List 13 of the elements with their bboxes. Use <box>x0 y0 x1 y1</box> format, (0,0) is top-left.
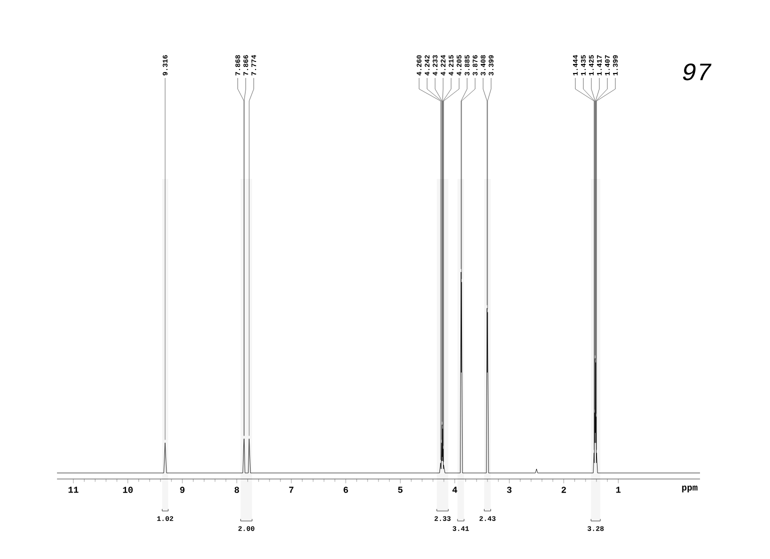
x-axis-title: ppm <box>682 486 698 492</box>
x-tick-label: 7 <box>289 486 294 493</box>
x-tick-label: 11 <box>68 486 78 493</box>
x-tick-label: 4 <box>452 486 458 493</box>
x-tick-label: 5 <box>398 486 403 493</box>
x-tick-label: 8 <box>234 486 240 493</box>
x-tick-label: 6 <box>344 486 348 493</box>
x-tick-label: 1 <box>616 486 621 493</box>
x-tick-label: 10 <box>123 486 133 493</box>
x-tick-label: 3 <box>506 486 512 493</box>
x-tick-label: 2 <box>562 486 566 493</box>
text: 97 <box>683 64 712 80</box>
x-tick-label: 9 <box>180 486 184 493</box>
